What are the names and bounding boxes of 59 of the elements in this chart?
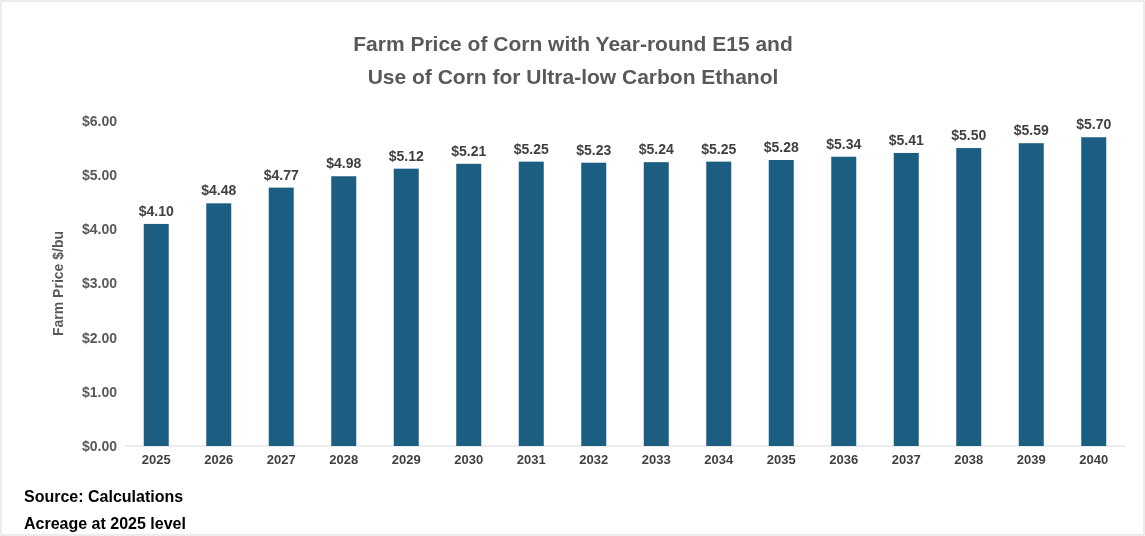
x-tick-label: 2030 — [454, 452, 484, 468]
data-label: $4.98 — [326, 155, 362, 172]
bar — [143, 223, 169, 446]
x-tick-label: 2037 — [891, 452, 921, 468]
x-tick-label: 2025 — [141, 452, 171, 468]
bar — [768, 160, 794, 446]
bar — [643, 162, 669, 446]
bar — [331, 176, 357, 446]
data-label: $5.24 — [638, 141, 674, 158]
bar — [268, 187, 294, 446]
bar — [706, 161, 732, 446]
y-tick-label: $0.00 — [81, 437, 118, 454]
chart-title: Farm Price of Corn with Year-round E15 and Use of Corn for Ultra-low Carbon Ethanol — [353, 32, 793, 88]
y-tick-label: $1.00 — [81, 383, 118, 400]
x-tick-label: 2029 — [391, 452, 421, 468]
y-tick-label: $2.00 — [81, 329, 118, 346]
bar — [206, 203, 232, 446]
bar — [393, 168, 419, 446]
data-label: $5.25 — [513, 140, 549, 157]
data-label: $5.28 — [763, 139, 799, 155]
bar — [518, 161, 544, 446]
source-note: Source: Calculations — [24, 488, 184, 505]
data-label: $5.70 — [1076, 116, 1112, 133]
x-tick-label: 2032 — [579, 452, 609, 468]
x-tick-label: 2038 — [954, 452, 984, 468]
data-label: $5.25 — [701, 140, 737, 157]
bar — [1018, 143, 1044, 446]
data-label: $5.23 — [576, 141, 612, 158]
x-tick-label: 2027 — [266, 452, 296, 468]
x-tick-label: 2031 — [516, 452, 546, 468]
bar — [893, 152, 919, 446]
x-tick-label: 2040 — [1079, 452, 1109, 468]
data-label: $5.50 — [951, 127, 987, 144]
bar — [956, 148, 982, 446]
y-tick-label: $3.00 — [81, 275, 118, 292]
data-label: $5.34 — [826, 135, 862, 152]
data-label: $4.77 — [263, 166, 299, 183]
x-tick-label: 2034 — [704, 452, 734, 468]
data-label: $5.59 — [1013, 122, 1049, 139]
text: Acreage at 2025 level — [24, 515, 186, 532]
x-tick-label: 2026 — [204, 452, 234, 468]
bar — [831, 156, 857, 446]
x-tick-label: 2039 — [1016, 452, 1046, 468]
bar — [1081, 137, 1107, 446]
x-tick-label: 2028 — [329, 452, 359, 468]
data-label: $4.48 — [201, 182, 237, 199]
x-tick-label: 2036 — [829, 452, 859, 468]
y-tick-label: $5.00 — [81, 167, 118, 184]
bar — [581, 162, 607, 446]
data-label: $5.21 — [451, 142, 487, 159]
y-tick-label: $4.00 — [81, 221, 118, 238]
bar — [456, 163, 482, 446]
x-tick-label: 2033 — [641, 452, 671, 468]
data-label: $4.10 — [138, 202, 174, 219]
y-tick-label: $6.00 — [81, 112, 118, 129]
y-axis-title: Farm Price $/bu — [50, 230, 66, 337]
x-tick-label: 2035 — [766, 452, 796, 468]
data-label: $5.41 — [888, 131, 924, 148]
data-label: $5.12 — [388, 147, 424, 164]
